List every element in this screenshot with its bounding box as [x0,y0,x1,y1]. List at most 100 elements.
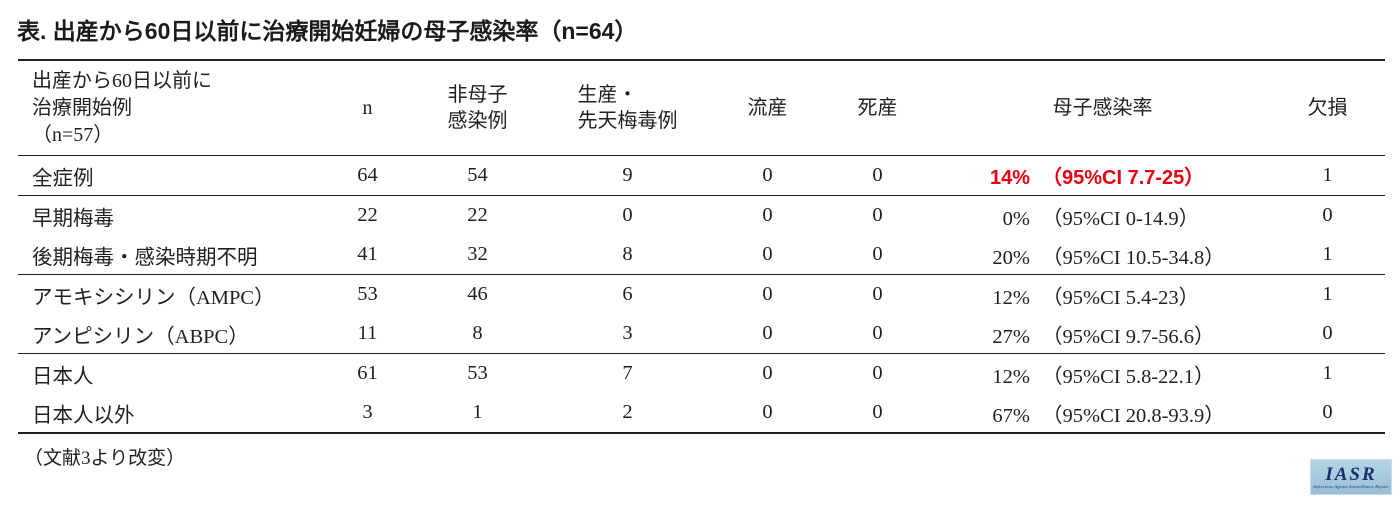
cell-n: 61 [357,362,378,384]
rate-ci: （95%CI 10.5-34.8） [1042,246,1225,269]
rate-ci: （95%CI 20.8-93.9） [1042,404,1225,427]
table-body: 全症例 64 54 9 0 0 14% （95%CI 7.7-25） 1 早期梅毒 22 22 0 0 0 0… [18,156,1385,434]
cell-missing: 1 [1322,243,1333,265]
cell-live-birth: 9 [622,164,633,186]
rate-ci: （95%CI 5.8-22.1） [1042,365,1215,388]
cell-missing: 0 [1322,322,1333,344]
header-non-mtct-line2: 感染例 [447,110,508,132]
cell-mtct-rate: 27% （95%CI 9.7-56.6） [935,319,1270,349]
rate-percent: 20% [992,246,1030,269]
header-non-mtct: 非母子 感染例 [415,82,540,134]
cell-non-mtct: 53 [467,362,488,384]
cell-n: 41 [357,243,378,265]
footnote: （文献3より改変） [24,448,186,469]
rate-percent: 27% [992,325,1030,348]
header-n: n [362,97,373,119]
rate-ci: （95%CI 5.4-23） [1042,286,1200,309]
row-label: 後期梅毒・感染時期不明 [32,246,258,269]
cell-missing: 1 [1322,283,1333,305]
cell-miscarriage: 0 [762,362,773,384]
cell-live-birth: 6 [622,283,633,305]
rate-percent: 12% [992,286,1030,309]
rate-ci: （95%CI 9.7-56.6） [1042,325,1215,348]
cell-missing: 1 [1322,164,1333,186]
cell-mtct-rate: 0% （95%CI 0-14.9） [935,201,1270,231]
cell-miscarriage: 0 [762,283,773,305]
cell-non-mtct: 1 [472,401,483,423]
cell-miscarriage: 0 [762,322,773,344]
row-label: 日本人以外 [32,404,135,427]
header-live-birth-line1: 生産・ [577,84,638,106]
header-treatment-line1: 出産から60日以前に [32,69,212,92]
cell-live-birth: 3 [622,322,633,344]
cell-n: 22 [357,204,378,226]
cell-live-birth: 8 [622,243,633,265]
header-missing: 欠損 [1307,97,1348,119]
cell-live-birth: 2 [622,401,633,423]
iasr-logo: IASR Infectious Agents Surveillance Repo… [1310,459,1392,495]
table-header-row: 出産から60日以前に 治療開始例 （n=57） n 非母子 感染例 生産・ 先天… [18,61,1385,156]
cell-stillbirth: 0 [872,243,883,265]
row-label: 早期梅毒 [32,207,114,230]
row-label: アモキシシリン（AMPC） [32,286,275,309]
cell-n: 11 [357,322,378,344]
cell-n: 53 [357,283,378,305]
cell-stillbirth: 0 [872,283,883,305]
rate-percent: 67% [992,404,1030,427]
header-mtct-rate: 母子感染率 [1052,97,1153,119]
cell-mtct-rate: 12% （95%CI 5.8-22.1） [935,359,1270,389]
table-row: 早期梅毒 22 22 0 0 0 0% （95%CI 0-14.9） 0 [18,196,1385,235]
rate-percent: 0% [1002,207,1030,230]
cell-missing: 0 [1322,401,1333,423]
data-table: 出産から60日以前に 治療開始例 （n=57） n 非母子 感染例 生産・ 先天… [18,59,1385,434]
table-row: 日本人以外 3 1 2 0 0 67% （95%CI 20.8-93.9） 0 [18,393,1385,434]
header-treatment-line3: （n=57） [32,123,114,146]
cell-stillbirth: 0 [872,401,883,423]
rate-percent: 12% [992,365,1030,388]
table-row: 全症例 64 54 9 0 0 14% （95%CI 7.7-25） 1 [18,156,1385,196]
cell-non-mtct: 22 [467,204,488,226]
cell-live-birth: 0 [622,204,633,226]
cell-stillbirth: 0 [872,204,883,226]
row-label: 全症例 [32,167,94,190]
cell-stillbirth: 0 [872,164,883,186]
cell-non-mtct: 46 [467,283,488,305]
rate-ci: （95%CI 0-14.9） [1042,207,1200,230]
row-label: アンピシリン（ABPC） [32,325,249,348]
header-live-birth: 生産・ 先天梅毒例 [540,82,715,134]
cell-miscarriage: 0 [762,164,773,186]
cell-n: 3 [362,401,373,423]
header-treatment-group: 出産から60日以前に 治療開始例 （n=57） [18,68,320,149]
cell-miscarriage: 0 [762,243,773,265]
iasr-logo-subtext: Infectious Agents Surveillance Report [1313,483,1389,489]
header-stillbirth: 死産 [857,97,898,119]
cell-mtct-rate: 67% （95%CI 20.8-93.9） [935,398,1270,428]
cell-non-mtct: 8 [472,322,483,344]
cell-miscarriage: 0 [762,401,773,423]
header-miscarriage: 流産 [747,97,788,119]
cell-stillbirth: 0 [872,362,883,384]
cell-non-mtct: 54 [467,164,488,186]
iasr-logo-text: IASR [1325,463,1377,485]
header-live-birth-line2: 先天梅毒例 [577,110,678,132]
table-title: 表. 出産から60日以前に治療開始妊婦の母子感染率（n=64） [17,18,638,44]
cell-missing: 1 [1322,362,1333,384]
cell-mtct-rate: 14% （95%CI 7.7-25） [935,161,1270,190]
table-row: 日本人 61 53 7 0 0 12% （95%CI 5.8-22.1） 1 [18,354,1385,393]
cell-n: 64 [357,164,378,186]
cell-mtct-rate: 20% （95%CI 10.5-34.8） [935,240,1270,270]
table-row: アモキシシリン（AMPC） 53 46 6 0 0 12% （95%CI 5.4-23） 1 [18,275,1385,314]
cell-stillbirth: 0 [872,322,883,344]
cell-non-mtct: 32 [467,243,488,265]
cell-mtct-rate: 12% （95%CI 5.4-23） [935,280,1270,310]
header-treatment-line2: 治療開始例 [32,96,132,119]
rate-percent: 14% [989,167,1030,189]
table-row: 後期梅毒・感染時期不明 41 32 8 0 0 20% （95%CI 10.5-34.8） 1 [18,235,1385,275]
header-non-mtct-line1: 非母子 [447,84,508,106]
rate-ci: （95%CI 7.7-25） [1042,167,1205,189]
cell-live-birth: 7 [622,362,633,384]
table-row: アンピシリン（ABPC） 11 8 3 0 0 27% （95%CI 9.7-56.6） 0 [18,314,1385,354]
cell-missing: 0 [1322,204,1333,226]
cell-miscarriage: 0 [762,204,773,226]
